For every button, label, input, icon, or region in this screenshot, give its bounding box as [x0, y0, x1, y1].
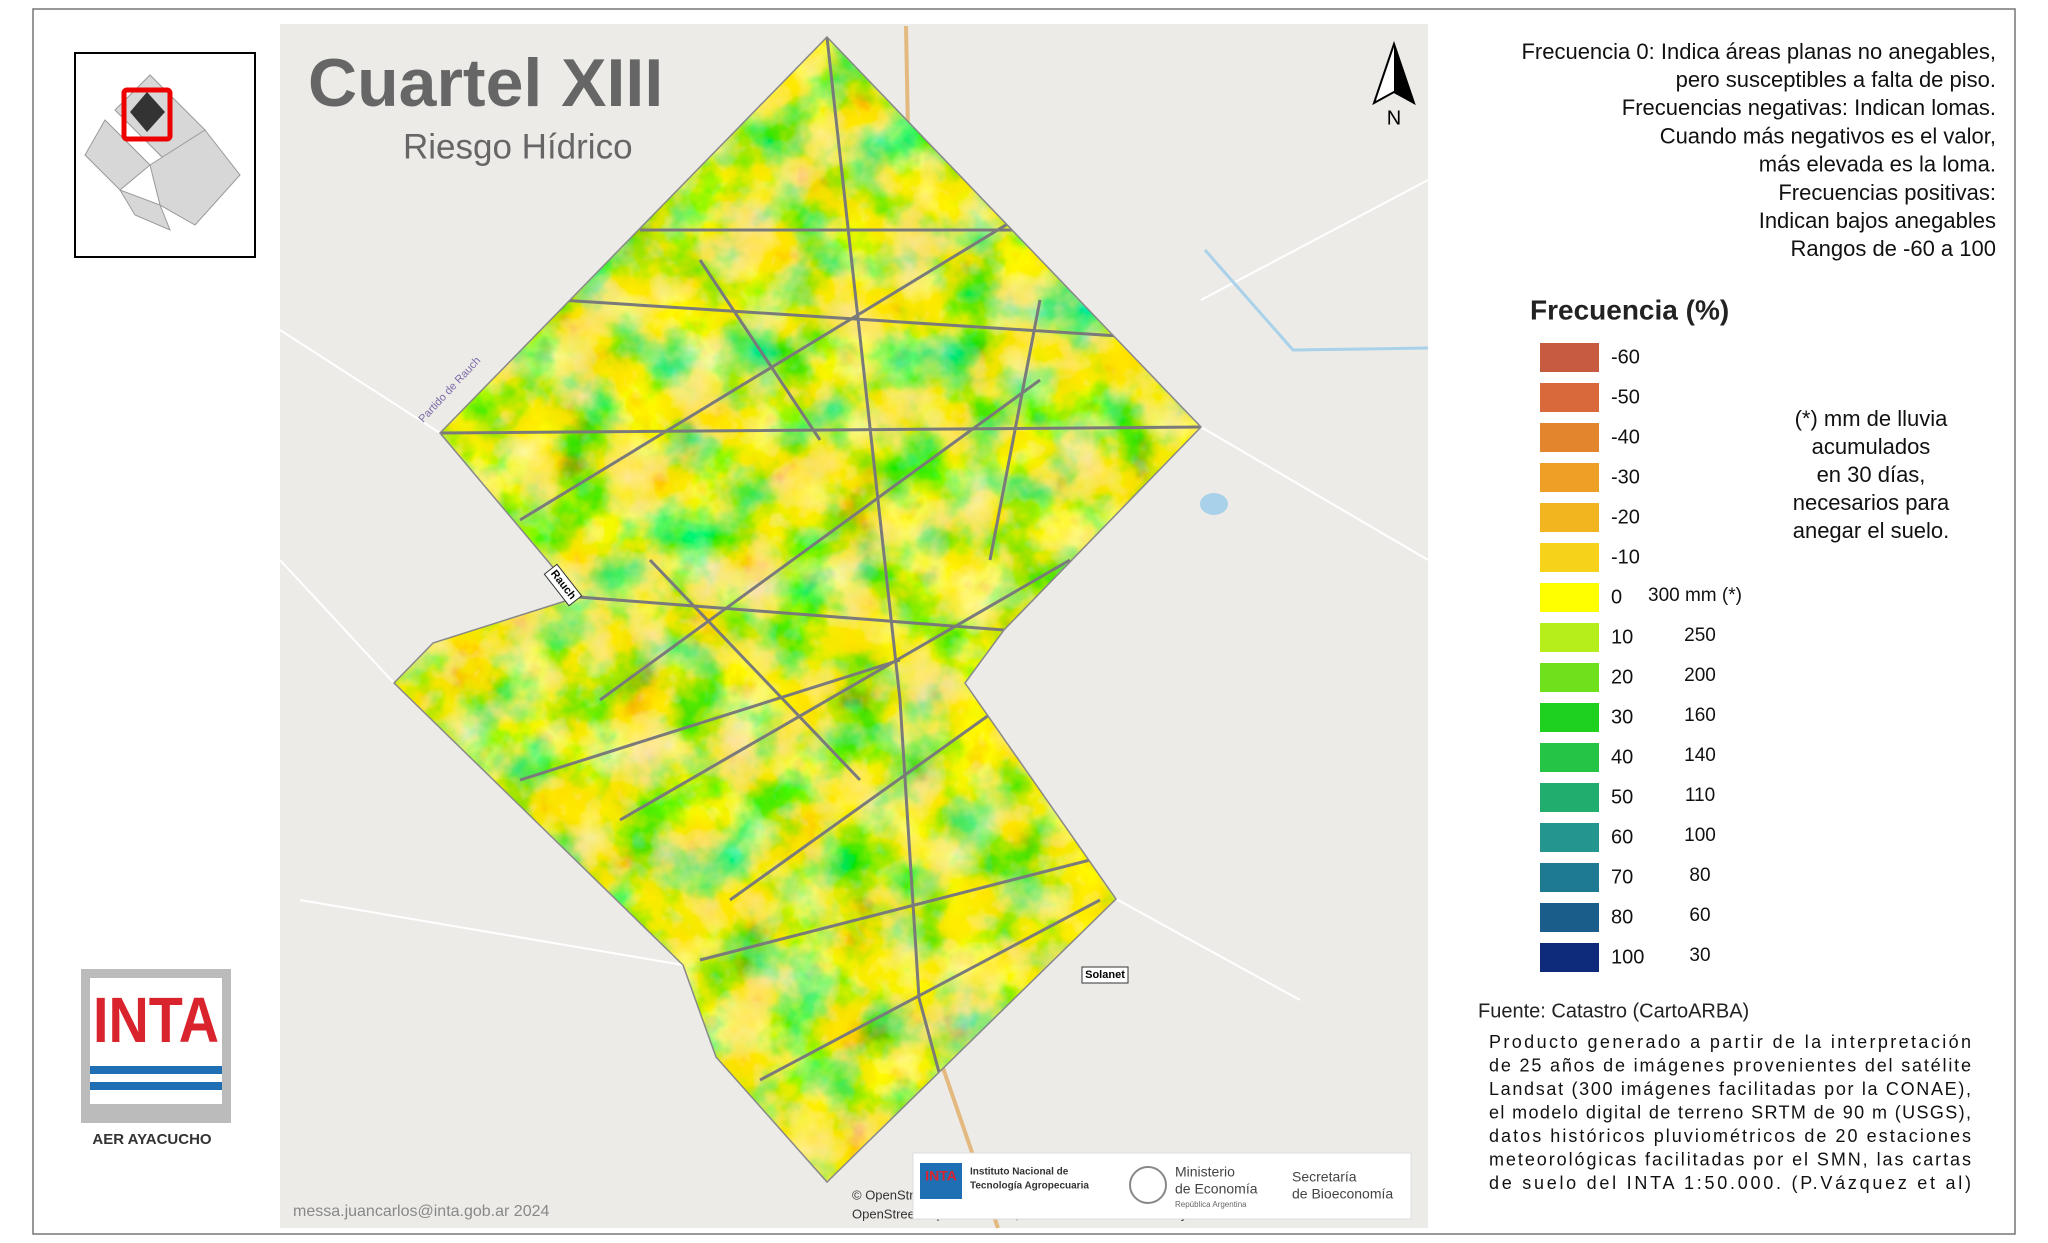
legend-swatch: [1540, 743, 1599, 772]
description-line: más elevada es la loma.: [1759, 152, 1996, 177]
basemap-roads: [279, 179, 1429, 1001]
logo-stripe: [90, 1082, 222, 1090]
partner-text: Ministerio: [1175, 1164, 1235, 1180]
description-line: Rangos de -60 a 100: [1791, 236, 1997, 261]
legend-mm: 30: [1689, 945, 1710, 966]
legend-label: 50: [1611, 786, 1633, 808]
product-line: Producto generado a partir de la interpr…: [1489, 1032, 1971, 1052]
legend-swatch: [1540, 903, 1599, 932]
legend-swatch: [1540, 943, 1599, 972]
legend-swatch: [1540, 583, 1599, 612]
partner-logos: [912, 1152, 1412, 1220]
legend-label: -40: [1611, 426, 1640, 448]
product-line: el modelo digital de terreno SRTM de 90 …: [1489, 1102, 1971, 1122]
product-line: de suelo del INTA 1:50.000. (P.Vázquez e…: [1489, 1173, 1971, 1193]
inset-selected: [130, 92, 165, 132]
legend-mm: 100: [1684, 825, 1716, 846]
partner-text: de Economía: [1175, 1181, 1258, 1197]
legend-label: -20: [1611, 506, 1640, 528]
partner-text: Instituto Nacional de: [970, 1167, 1069, 1178]
note-line: necesarios para: [1793, 490, 1950, 515]
product-line: Landsat (300 imágenes facilitadas por la…: [1489, 1079, 1971, 1099]
label-box: [543, 563, 583, 607]
legend-label: 40: [1611, 746, 1633, 768]
note-line: anegar el suelo.: [1793, 518, 1950, 543]
note-line: acumulados: [1812, 434, 1931, 459]
legend-swatch: [1540, 463, 1599, 492]
inta-logo-text: INTA: [93, 984, 219, 1056]
legend-swatch: [1540, 383, 1599, 412]
description-line: Indican bajos anegables: [1759, 208, 1996, 233]
label-box: [1081, 966, 1129, 984]
legend-swatch: [1540, 343, 1599, 372]
legend-mm: 250: [1684, 625, 1716, 646]
inset-map: [84, 74, 241, 231]
credit: messa.juancarlos@inta.gob.ar 2024: [293, 1203, 549, 1220]
legend-swatch: [1540, 543, 1599, 572]
description-line: Frecuencia 0: Indica áreas planas no ane…: [1521, 39, 1996, 64]
legend-swatch: [1540, 863, 1599, 892]
logo-stripe: [90, 1066, 222, 1074]
legend-label: 100: [1611, 946, 1644, 968]
river: [1203, 249, 1429, 352]
legend-mm: 60: [1689, 905, 1710, 926]
legend-mm: 300 mm (*): [1648, 585, 1742, 606]
legend-swatch: [1540, 823, 1599, 852]
legend-swatch: [1540, 423, 1599, 452]
legend-label: -10: [1611, 546, 1640, 568]
note-line: en 30 días,: [1817, 462, 1926, 487]
legend-label: 80: [1611, 906, 1633, 928]
legend-mm: 110: [1685, 785, 1715, 806]
north-label: N: [1387, 107, 1401, 129]
description-line: Frecuencias positivas:: [1778, 180, 1996, 205]
ministry-emblem: [1129, 1166, 1167, 1204]
map-subtitle: Riesgo Hídrico: [403, 127, 633, 166]
lake: [1200, 493, 1228, 515]
partner-text: Tecnología Agropecuaria: [970, 1181, 1089, 1192]
north-arrow-half: [1394, 44, 1414, 103]
town-label: Solanet: [1085, 969, 1125, 981]
legend-mm: 200: [1684, 665, 1716, 686]
partner-text: República Argentina: [1175, 1200, 1247, 1209]
legend-mm: 160: [1684, 705, 1716, 726]
source: Fuente: Catastro (CartoARBA): [1478, 1000, 1749, 1022]
description-line: pero susceptibles a falta de piso.: [1676, 67, 1996, 92]
legend-label: 70: [1611, 866, 1633, 888]
product-line: de 25 años de imágenes provenientes del …: [1489, 1055, 1971, 1075]
legend-mm: 80: [1689, 865, 1710, 886]
legend-label: 20: [1611, 666, 1633, 688]
legend-label: -60: [1611, 346, 1640, 368]
partner-text: Secretaría: [1292, 1169, 1357, 1185]
legend-title: Frecuencia (%): [1530, 294, 1729, 325]
legend-swatch: [1540, 783, 1599, 812]
legend-swatch: [1540, 623, 1599, 652]
product-line: meteorológicas facilitadas por el SMN, l…: [1489, 1149, 1971, 1169]
inta-mark: INTA: [925, 1168, 957, 1184]
legend-label: 60: [1611, 826, 1633, 848]
legend-label: 0: [1611, 586, 1622, 608]
map-title: Cuartel XIII: [308, 45, 663, 121]
legend-label: 10: [1611, 626, 1633, 648]
legend-swatch: [1540, 703, 1599, 732]
legend-label: -50: [1611, 386, 1640, 408]
description-line: Cuando más negativos es el valor,: [1660, 123, 1996, 148]
legend-label: 30: [1611, 706, 1633, 728]
description-line: Frecuencias negativas: Indican lomas.: [1622, 95, 1996, 120]
inta-mark-bg: [920, 1163, 962, 1199]
legend-swatch: [1540, 663, 1599, 692]
legend-mm: 140: [1684, 745, 1716, 766]
legend-swatch: [1540, 503, 1599, 532]
inset-highlight: [121, 87, 173, 142]
partner-text: de Bioeconomía: [1292, 1186, 1393, 1202]
product-line: datos históricos pluviométricos de 20 es…: [1489, 1126, 1971, 1146]
note-line: (*) mm de lluvia: [1795, 406, 1949, 431]
parcel-roads: [439, 37, 1201, 1151]
legend-label: -30: [1611, 466, 1640, 488]
office-label: AER AYACUCHO: [92, 1131, 212, 1148]
